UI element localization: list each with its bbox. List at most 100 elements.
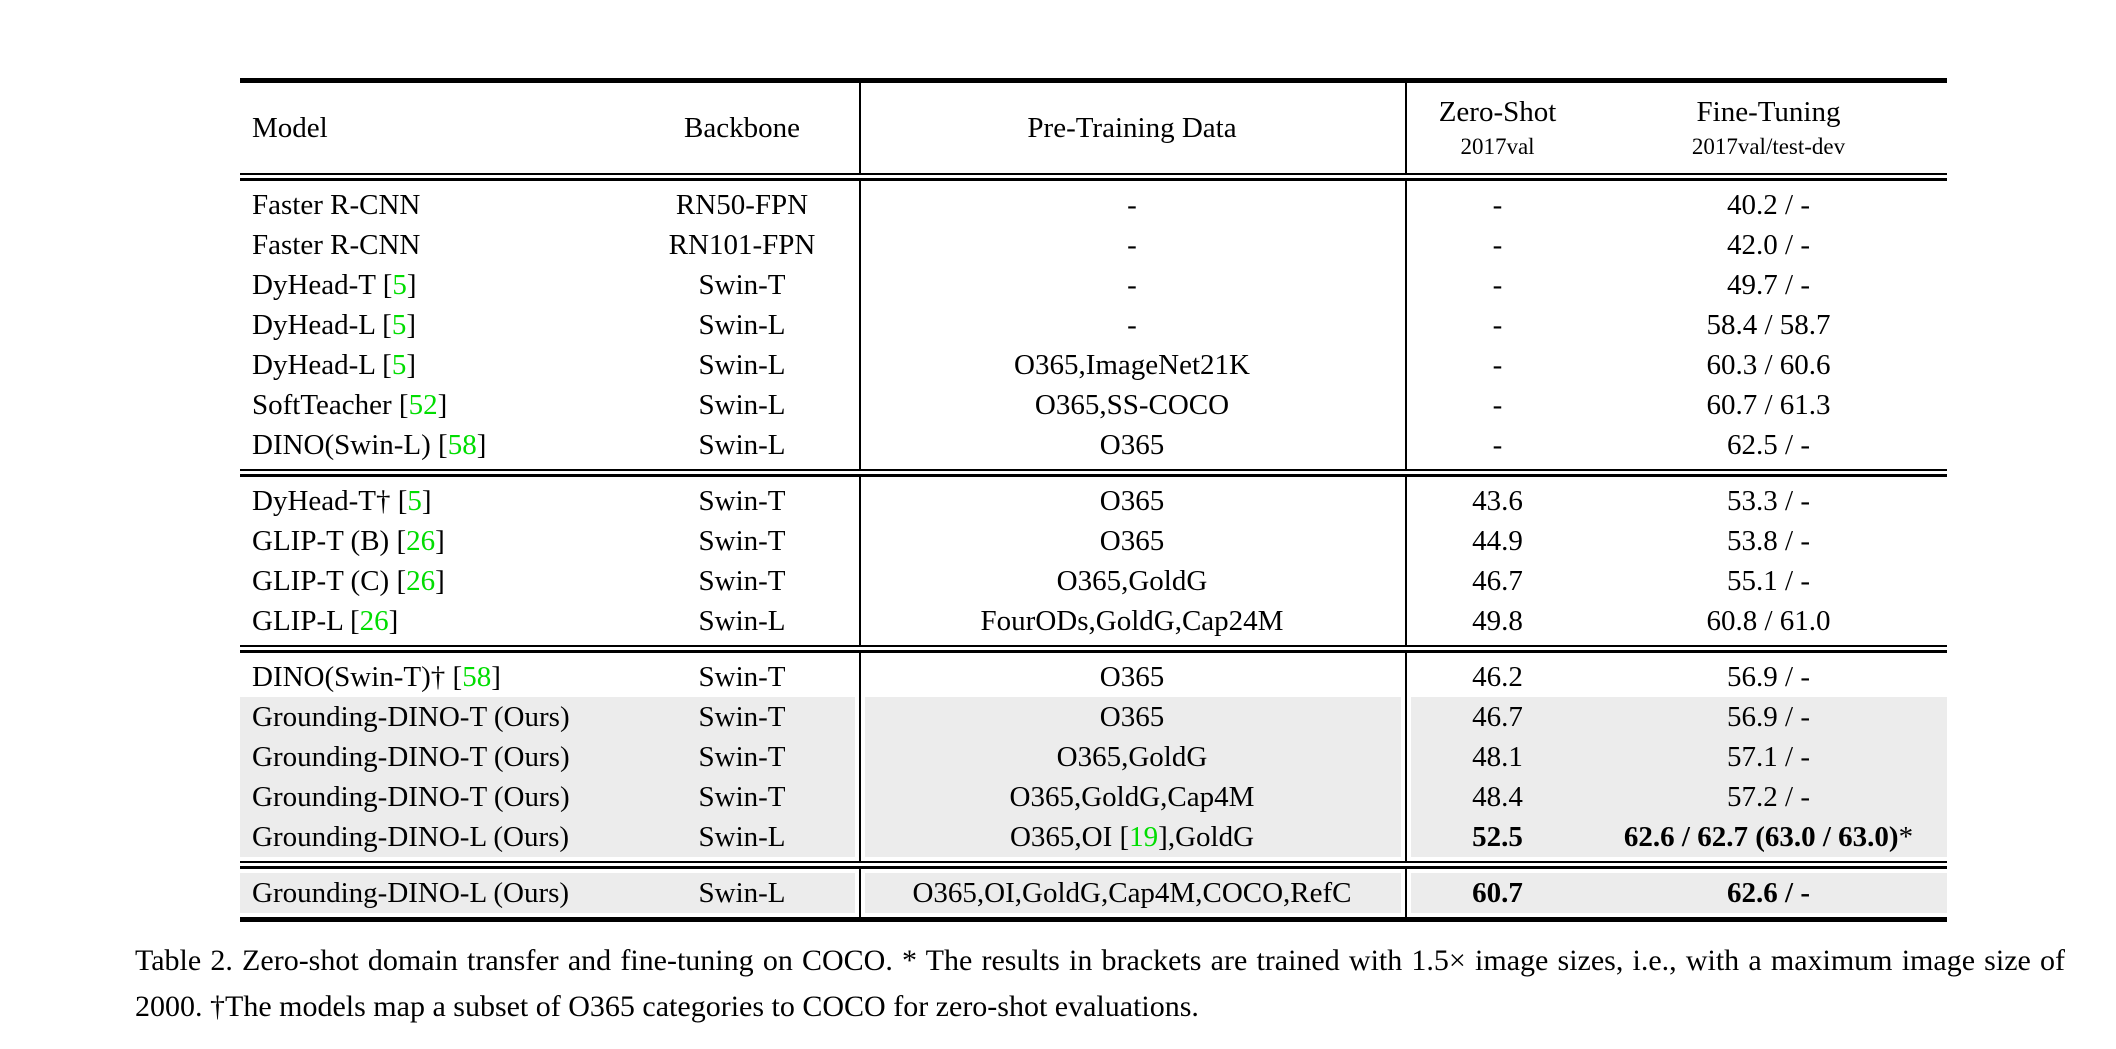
model-cell: DyHead-L [5] <box>252 309 417 341</box>
table-row-highlighted: Grounding-DINO-T (Ours) Swin-T O365,Gold… <box>240 777 1947 817</box>
zeroshot-cell: 43.6 <box>1472 485 1523 517</box>
finetune-cell: 56.9 / - <box>1727 701 1810 733</box>
zeroshot-cell: - <box>1492 429 1503 461</box>
table-block-3: DINO(Swin-T)† [58] Swin-T O365 46.2 56.9… <box>240 653 1947 861</box>
pretrain-cell: - <box>1127 229 1137 261</box>
model-cell: DINO(Swin-L) [58] <box>252 429 487 461</box>
table-rule-header <box>240 173 1947 181</box>
table-row-highlighted: Grounding-DINO-L (Ours) Swin-L O365,OI [… <box>240 817 1947 857</box>
zeroshot-cell: 44.9 <box>1472 525 1523 557</box>
finetune-cell: 62.5 / - <box>1727 429 1810 461</box>
model-cell: GLIP-T (B) [26] <box>252 525 445 557</box>
table-row-highlighted: Grounding-DINO-T (Ours) Swin-T O365 46.7… <box>240 697 1947 737</box>
zeroshot-cell: - <box>1492 229 1503 261</box>
backbone-cell: Swin-L <box>698 349 786 381</box>
table-row-highlighted: Grounding-DINO-T (Ours) Swin-T O365,Gold… <box>240 737 1947 777</box>
model-cell: DyHead-T [5] <box>252 269 417 301</box>
pretrain-cell: - <box>1127 269 1137 301</box>
table-block-2: DyHead-T† [5] Swin-T O365 43.6 53.3 / - … <box>240 477 1947 645</box>
col-header-pretrain: Pre-Training Data <box>1027 111 1237 144</box>
backbone-cell: Swin-T <box>698 741 786 773</box>
table-rule-top <box>240 78 1947 83</box>
table-rule-bottom <box>240 917 1947 922</box>
table-row: GLIP-T (B) [26] Swin-T O365 44.9 53.8 / … <box>240 521 1947 561</box>
citation-ref: 19 <box>1129 821 1159 853</box>
table-row: DyHead-L [5] Swin-L O365,ImageNet21K - 6… <box>240 345 1947 385</box>
col-header-backbone: Backbone <box>684 111 800 144</box>
zeroshot-cell: 52.5 <box>1472 821 1523 853</box>
backbone-cell: Swin-T <box>698 525 786 557</box>
pretrain-cell: O365,ImageNet21K <box>1014 349 1250 381</box>
backbone-cell: RN101-FPN <box>668 229 816 261</box>
pretrain-cell: FourODs,GoldG,Cap24M <box>980 605 1284 637</box>
table-row: SoftTeacher [52] Swin-L O365,SS-COCO - 6… <box>240 385 1947 425</box>
citation-ref: 5 <box>391 309 407 341</box>
citation-ref: 58 <box>462 661 492 693</box>
backbone-cell: Swin-T <box>698 485 786 517</box>
column-divider <box>855 83 865 917</box>
finetune-cell: 60.8 / 61.0 <box>1706 605 1831 637</box>
column-divider <box>1401 83 1411 917</box>
table-row: Faster R-CNN RN101-FPN - - 42.0 / - <box>240 225 1947 265</box>
model-cell: Grounding-DINO-T (Ours) <box>252 741 570 773</box>
model-cell: DINO(Swin-T)† [58] <box>252 661 501 693</box>
finetune-cell: 58.4 / 58.7 <box>1706 309 1831 341</box>
pretrain-cell: O365,GoldG <box>1056 741 1208 773</box>
table-caption: Table 2. Zero-shot domain transfer and f… <box>135 944 2065 1023</box>
zeroshot-cell: 46.2 <box>1472 661 1523 693</box>
zeroshot-cell: - <box>1492 189 1503 221</box>
citation-ref: 5 <box>392 269 407 301</box>
finetune-cell: 62.6 / 62.7 (63.0 / 63.0)* <box>1623 821 1914 853</box>
backbone-cell: Swin-L <box>698 877 786 909</box>
pretrain-cell: O365 <box>1099 525 1165 557</box>
backbone-cell: Swin-T <box>698 701 786 733</box>
pretrain-cell: O365,OI,GoldG,Cap4M,COCO,RefC <box>912 877 1352 909</box>
pretrain-cell: - <box>1127 309 1137 341</box>
citation-ref: 5 <box>407 485 422 517</box>
finetune-cell: 57.2 / - <box>1727 781 1810 813</box>
model-cell: Grounding-DINO-T (Ours) <box>252 781 570 813</box>
backbone-cell: RN50-FPN <box>675 189 809 221</box>
backbone-cell: Swin-T <box>698 781 786 813</box>
citation-ref: 26 <box>359 605 389 637</box>
finetune-cell: 40.2 / - <box>1727 189 1810 221</box>
table-row: DINO(Swin-L) [58] Swin-L O365 - 62.5 / - <box>240 425 1947 465</box>
pretrain-cell: - <box>1127 189 1137 221</box>
finetune-cell: 53.8 / - <box>1727 525 1810 557</box>
zeroshot-cell: - <box>1492 309 1503 341</box>
table-header-row: Model Backbone Pre-Training Data Zero-Sh… <box>240 83 1947 173</box>
zeroshot-cell: 60.7 <box>1472 877 1523 909</box>
backbone-cell: Swin-L <box>698 389 786 421</box>
model-cell: Grounding-DINO-L (Ours) <box>252 821 570 853</box>
backbone-cell: Swin-L <box>698 605 786 637</box>
footnote-star: * <box>1898 821 1914 853</box>
pretrain-cell: O365,SS-COCO <box>1034 389 1230 421</box>
backbone-cell: Swin-T <box>698 565 786 597</box>
citation-ref: 26 <box>406 525 436 557</box>
finetune-cell: 57.1 / - <box>1727 741 1810 773</box>
table-block-1: Faster R-CNN RN50-FPN - - 40.2 / - Faste… <box>240 181 1947 469</box>
col-header-finetune: Fine-Tuning 2017val/test-dev <box>1590 93 1947 163</box>
model-cell: Faster R-CNN <box>252 189 421 221</box>
backbone-cell: Swin-L <box>698 309 786 341</box>
finetune-cell: 53.3 / - <box>1727 485 1810 517</box>
finetune-header-main: Fine-Tuning <box>1696 96 1841 128</box>
pretrain-cell: O365 <box>1099 429 1165 461</box>
pretrain-cell: O365 <box>1099 485 1165 517</box>
model-cell: DyHead-T† [5] <box>252 485 432 517</box>
zeroshot-cell: 48.4 <box>1472 781 1523 813</box>
table-row: GLIP-T (C) [26] Swin-T O365,GoldG 46.7 5… <box>240 561 1947 601</box>
model-cell: GLIP-L [26] <box>252 605 399 637</box>
finetune-cell: 55.1 / - <box>1727 565 1810 597</box>
col-header-zeroshot: Zero-Shot 2017val <box>1405 93 1590 163</box>
table-rule-block <box>240 645 1947 653</box>
zeroshot-cell: - <box>1492 269 1503 301</box>
table-row-highlighted: Grounding-DINO-L (Ours) Swin-L O365,OI,G… <box>240 873 1947 913</box>
model-cell: Grounding-DINO-L (Ours) <box>252 877 570 909</box>
results-table: Model Backbone Pre-Training Data Zero-Sh… <box>240 78 1947 922</box>
model-cell: DyHead-L [5] <box>252 349 417 381</box>
finetune-cell: 56.9 / - <box>1727 661 1810 693</box>
model-cell: Faster R-CNN <box>252 229 421 261</box>
pretrain-cell: O365 <box>1099 661 1165 693</box>
backbone-cell: Swin-L <box>698 821 786 853</box>
